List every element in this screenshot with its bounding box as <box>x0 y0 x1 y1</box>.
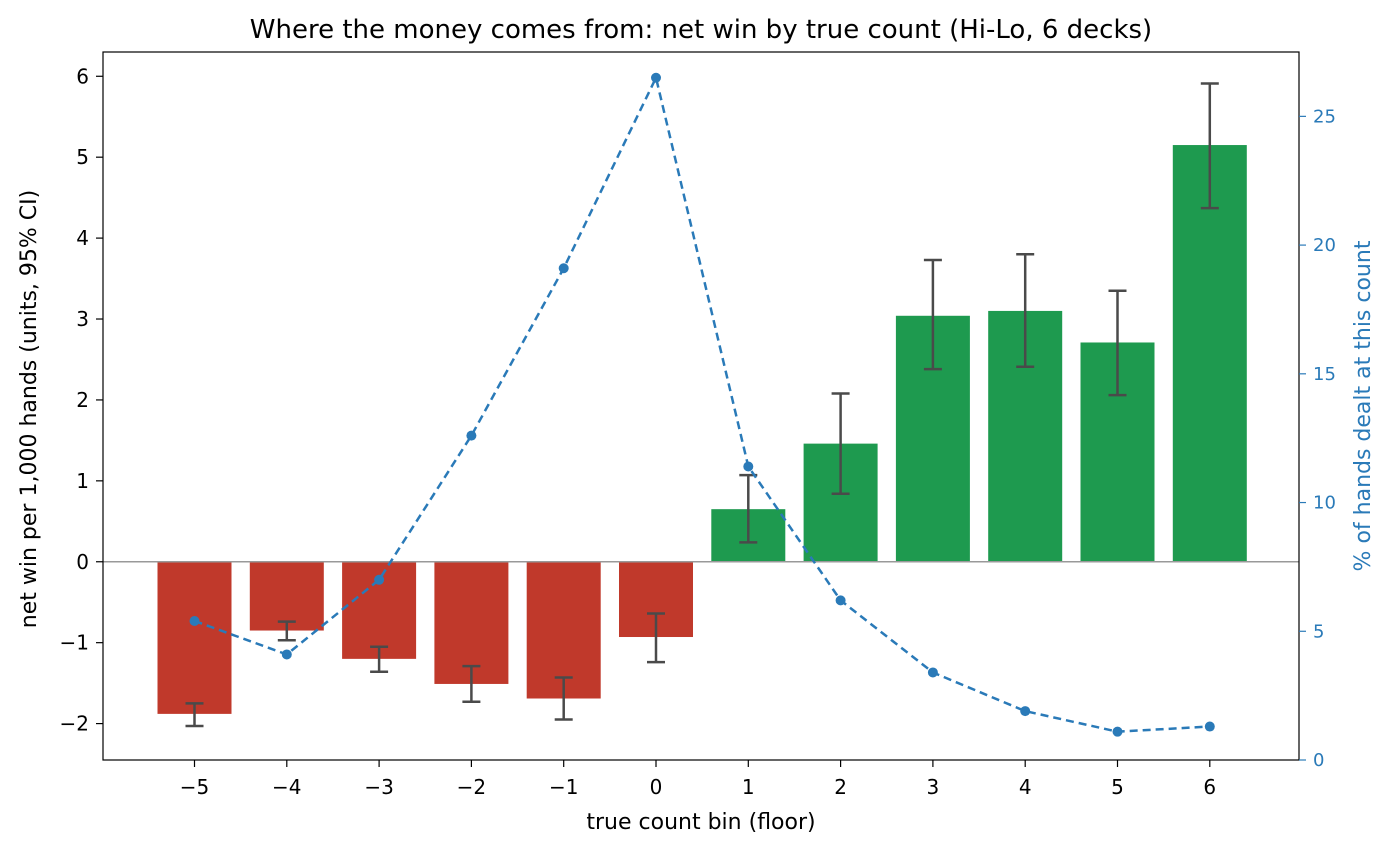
bar-−4 <box>249 561 324 631</box>
errorbars-group <box>185 82 1219 728</box>
errorbar-−3 <box>370 645 389 674</box>
errorbar-0 <box>647 612 665 664</box>
y2-axis-label: % of hands dealt at this count <box>1351 240 1376 571</box>
y-tick-label: 6 <box>76 64 89 88</box>
y2-tick-label: 15 <box>1313 364 1336 385</box>
y-axis-right: 0 5 10 15 20 25 <box>1299 106 1336 771</box>
y-tick-label: 3 <box>76 307 89 331</box>
share-point-3 <box>927 667 938 678</box>
share-point-−2 <box>466 430 477 441</box>
share-point-6 <box>1204 721 1215 732</box>
y-tick-label: 5 <box>76 145 89 169</box>
plot-frame <box>102 51 1300 761</box>
errorbar-−4 <box>277 620 296 642</box>
x-tick-label: −1 <box>549 775 578 799</box>
x-tick-label: −4 <box>272 775 301 799</box>
y-tick-label: −2 <box>60 712 89 736</box>
chart-title: Where the money comes from: net win by t… <box>250 15 1152 45</box>
x-tick-label: 6 <box>1203 775 1216 799</box>
share-point-0 <box>651 72 661 83</box>
x-axis: −5 −4 −3 −2 −1 0 1 2 3 4 5 6 <box>180 760 1216 799</box>
share-point-−4 <box>281 649 292 660</box>
errorbar-−5 <box>185 702 204 728</box>
x-tick-label: 0 <box>650 775 663 799</box>
y-tick-label: 2 <box>76 388 89 412</box>
x-tick-label: −3 <box>364 775 393 799</box>
bars-group <box>157 145 1247 714</box>
y2-tick-label: 0 <box>1313 750 1324 771</box>
share-point-1 <box>743 461 754 472</box>
errorbar-5 <box>1108 289 1127 397</box>
errorbar-−1 <box>554 676 573 721</box>
x-tick-label: 4 <box>1019 775 1032 799</box>
y-axis-left: −2 −1 0 1 2 3 4 5 6 <box>60 64 103 736</box>
x-axis-label: true count bin (floor) <box>586 810 815 835</box>
x-tick-label: 3 <box>927 775 940 799</box>
y2-tick-label: 5 <box>1313 621 1324 642</box>
y-tick-label: 1 <box>76 469 89 493</box>
x-tick-label: 2 <box>834 775 847 799</box>
share-line-group <box>189 72 1215 737</box>
share-point-−1 <box>558 263 569 274</box>
x-tick-label: 1 <box>742 775 755 799</box>
x-tick-label: −5 <box>180 775 209 799</box>
y-tick-label: −1 <box>60 631 89 655</box>
bar-−1 <box>526 561 601 699</box>
errorbar-3 <box>923 258 942 371</box>
errorbar-4 <box>1016 253 1035 369</box>
share-line <box>194 74 1210 733</box>
y2-tick-label: 10 <box>1313 493 1336 514</box>
y2-tick-label: 25 <box>1313 106 1336 127</box>
y-tick-label: 0 <box>76 550 89 574</box>
bar-6 <box>1172 145 1247 562</box>
share-point-5 <box>1112 726 1123 737</box>
y-axis-label: net win per 1,000 hands (units, 95% CI) <box>17 190 42 628</box>
errorbar-6 <box>1200 82 1219 210</box>
share-point-−3 <box>374 574 385 585</box>
bar-−5 <box>157 561 232 714</box>
bar-−2 <box>434 561 509 684</box>
share-point-2 <box>835 595 846 606</box>
y2-tick-label: 20 <box>1313 235 1336 256</box>
x-tick-label: −2 <box>457 775 486 799</box>
x-tick-label: 5 <box>1111 775 1124 799</box>
errorbar-−2 <box>462 664 481 703</box>
y-tick-label: 4 <box>76 226 89 250</box>
share-point-−5 <box>189 615 200 626</box>
share-point-4 <box>1020 706 1031 717</box>
errorbar-2 <box>831 392 850 496</box>
